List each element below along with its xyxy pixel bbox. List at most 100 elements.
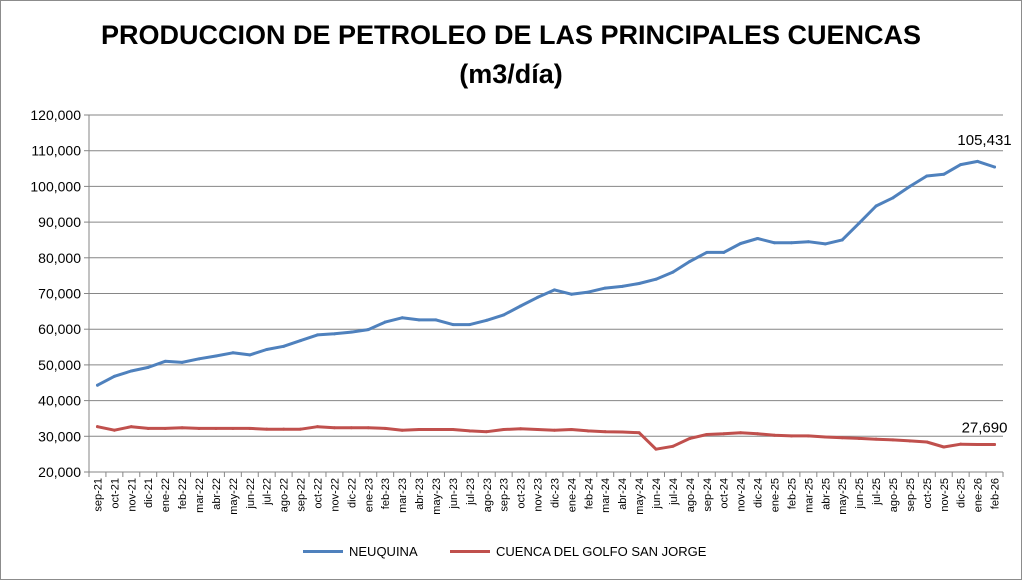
data-point <box>451 323 455 327</box>
data-point <box>874 437 878 441</box>
x-tick-label: ago-25 <box>888 478 900 512</box>
data-point <box>95 425 99 429</box>
data-point <box>908 184 912 188</box>
data-point <box>959 163 963 167</box>
data-point <box>756 237 760 241</box>
data-point <box>485 430 489 434</box>
data-point <box>840 238 844 242</box>
legend-item-neuquina: NEUQUINA <box>303 541 418 561</box>
data-point <box>400 428 404 432</box>
data-point <box>688 436 692 440</box>
data-point <box>417 318 421 322</box>
data-point <box>519 427 523 431</box>
data-point <box>502 428 506 432</box>
data-point <box>400 316 404 320</box>
data-point <box>688 259 692 263</box>
x-tick-label: jun-23 <box>448 478 460 510</box>
data-point <box>163 359 167 363</box>
x-tick-label: may-24 <box>634 478 646 515</box>
y-tick-label: 20,000 <box>38 464 81 480</box>
data-point <box>722 250 726 254</box>
x-tick-label: nov-22 <box>329 478 341 512</box>
legend-label-neuquina: NEUQUINA <box>349 543 418 559</box>
data-point <box>248 353 252 357</box>
x-tick-label: jul-23 <box>465 478 477 506</box>
x-tick-label: jul-25 <box>871 478 883 506</box>
data-point <box>180 360 184 364</box>
data-point <box>417 428 421 432</box>
data-point <box>265 427 269 431</box>
data-point <box>654 277 658 281</box>
data-point <box>129 425 133 429</box>
data-point <box>146 426 150 430</box>
data-point <box>129 369 133 373</box>
data-point <box>739 242 743 246</box>
data-point <box>316 333 319 337</box>
data-point <box>620 284 624 288</box>
data-point <box>536 295 540 299</box>
data-point <box>942 445 946 449</box>
data-point <box>959 442 963 446</box>
x-tick-label: dic-22 <box>346 478 358 508</box>
x-tick-label: sep-21 <box>92 478 104 512</box>
data-point <box>857 436 861 440</box>
data-point <box>163 426 167 430</box>
data-point <box>519 304 523 308</box>
data-point <box>468 429 472 433</box>
data-point <box>248 426 252 430</box>
y-tick-label: 70,000 <box>38 286 81 302</box>
data-point <box>586 429 590 433</box>
data-point <box>908 439 912 443</box>
x-tick-label: may-22 <box>228 478 240 515</box>
data-point <box>366 426 370 430</box>
y-tick-label: 40,000 <box>38 393 81 409</box>
x-tick-label: abr-25 <box>820 478 832 510</box>
x-tick-label: ene-25 <box>770 478 782 512</box>
x-tick-label: feb-24 <box>583 478 595 509</box>
x-tick-label: oct-22 <box>313 478 325 509</box>
data-point <box>468 323 472 327</box>
y-tick-label: 100,000 <box>30 178 81 194</box>
x-tick-label: sep-23 <box>499 478 511 512</box>
x-tick-label: oct-25 <box>922 478 934 509</box>
legend-label-golfo-san-jorge: CUENCA DEL GOLFO SAN JORGE <box>496 543 707 559</box>
data-point <box>569 428 573 432</box>
data-point <box>891 438 895 442</box>
data-point <box>942 172 946 176</box>
data-point <box>891 196 895 200</box>
data-point <box>637 282 641 286</box>
chart-title: PRODUCCION DE PETROLEO DE LAS PRINCIPALE… <box>100 20 922 50</box>
x-tick-label: ene-23 <box>363 478 375 512</box>
data-point <box>485 318 489 322</box>
y-tick-label: 50,000 <box>38 357 81 373</box>
data-point <box>112 428 116 432</box>
data-point <box>671 270 675 274</box>
x-tick-label: sep-22 <box>296 478 308 512</box>
x-tick-label: ene-24 <box>566 478 578 512</box>
data-point <box>180 426 184 430</box>
data-label: 27,690 <box>962 420 1008 437</box>
data-point <box>857 221 861 225</box>
y-tick-label: 80,000 <box>38 250 81 266</box>
x-tick-label: nov-25 <box>939 478 951 512</box>
x-tick-label: may-25 <box>837 478 849 515</box>
data-point <box>299 427 303 431</box>
data-point <box>671 444 675 448</box>
data-point <box>874 204 878 208</box>
data-point <box>637 431 641 435</box>
data-point <box>705 250 709 254</box>
x-tick-label: ene-22 <box>160 478 172 512</box>
x-tick-label: abr-23 <box>414 478 426 510</box>
legend-swatch-golfo-san-jorge <box>450 549 490 553</box>
x-tick-label: abr-24 <box>617 478 629 510</box>
x-tick-label: jun-24 <box>651 478 663 510</box>
data-point <box>806 240 810 244</box>
y-tick-label: 120,000 <box>30 107 81 123</box>
x-tick-label: ene-26 <box>973 478 985 512</box>
data-point <box>773 241 776 245</box>
x-tick-label: may-23 <box>431 478 443 515</box>
data-point <box>332 332 336 336</box>
legend-item-golfo-san-jorge: CUENCA DEL GOLFO SAN JORGE <box>450 541 706 561</box>
